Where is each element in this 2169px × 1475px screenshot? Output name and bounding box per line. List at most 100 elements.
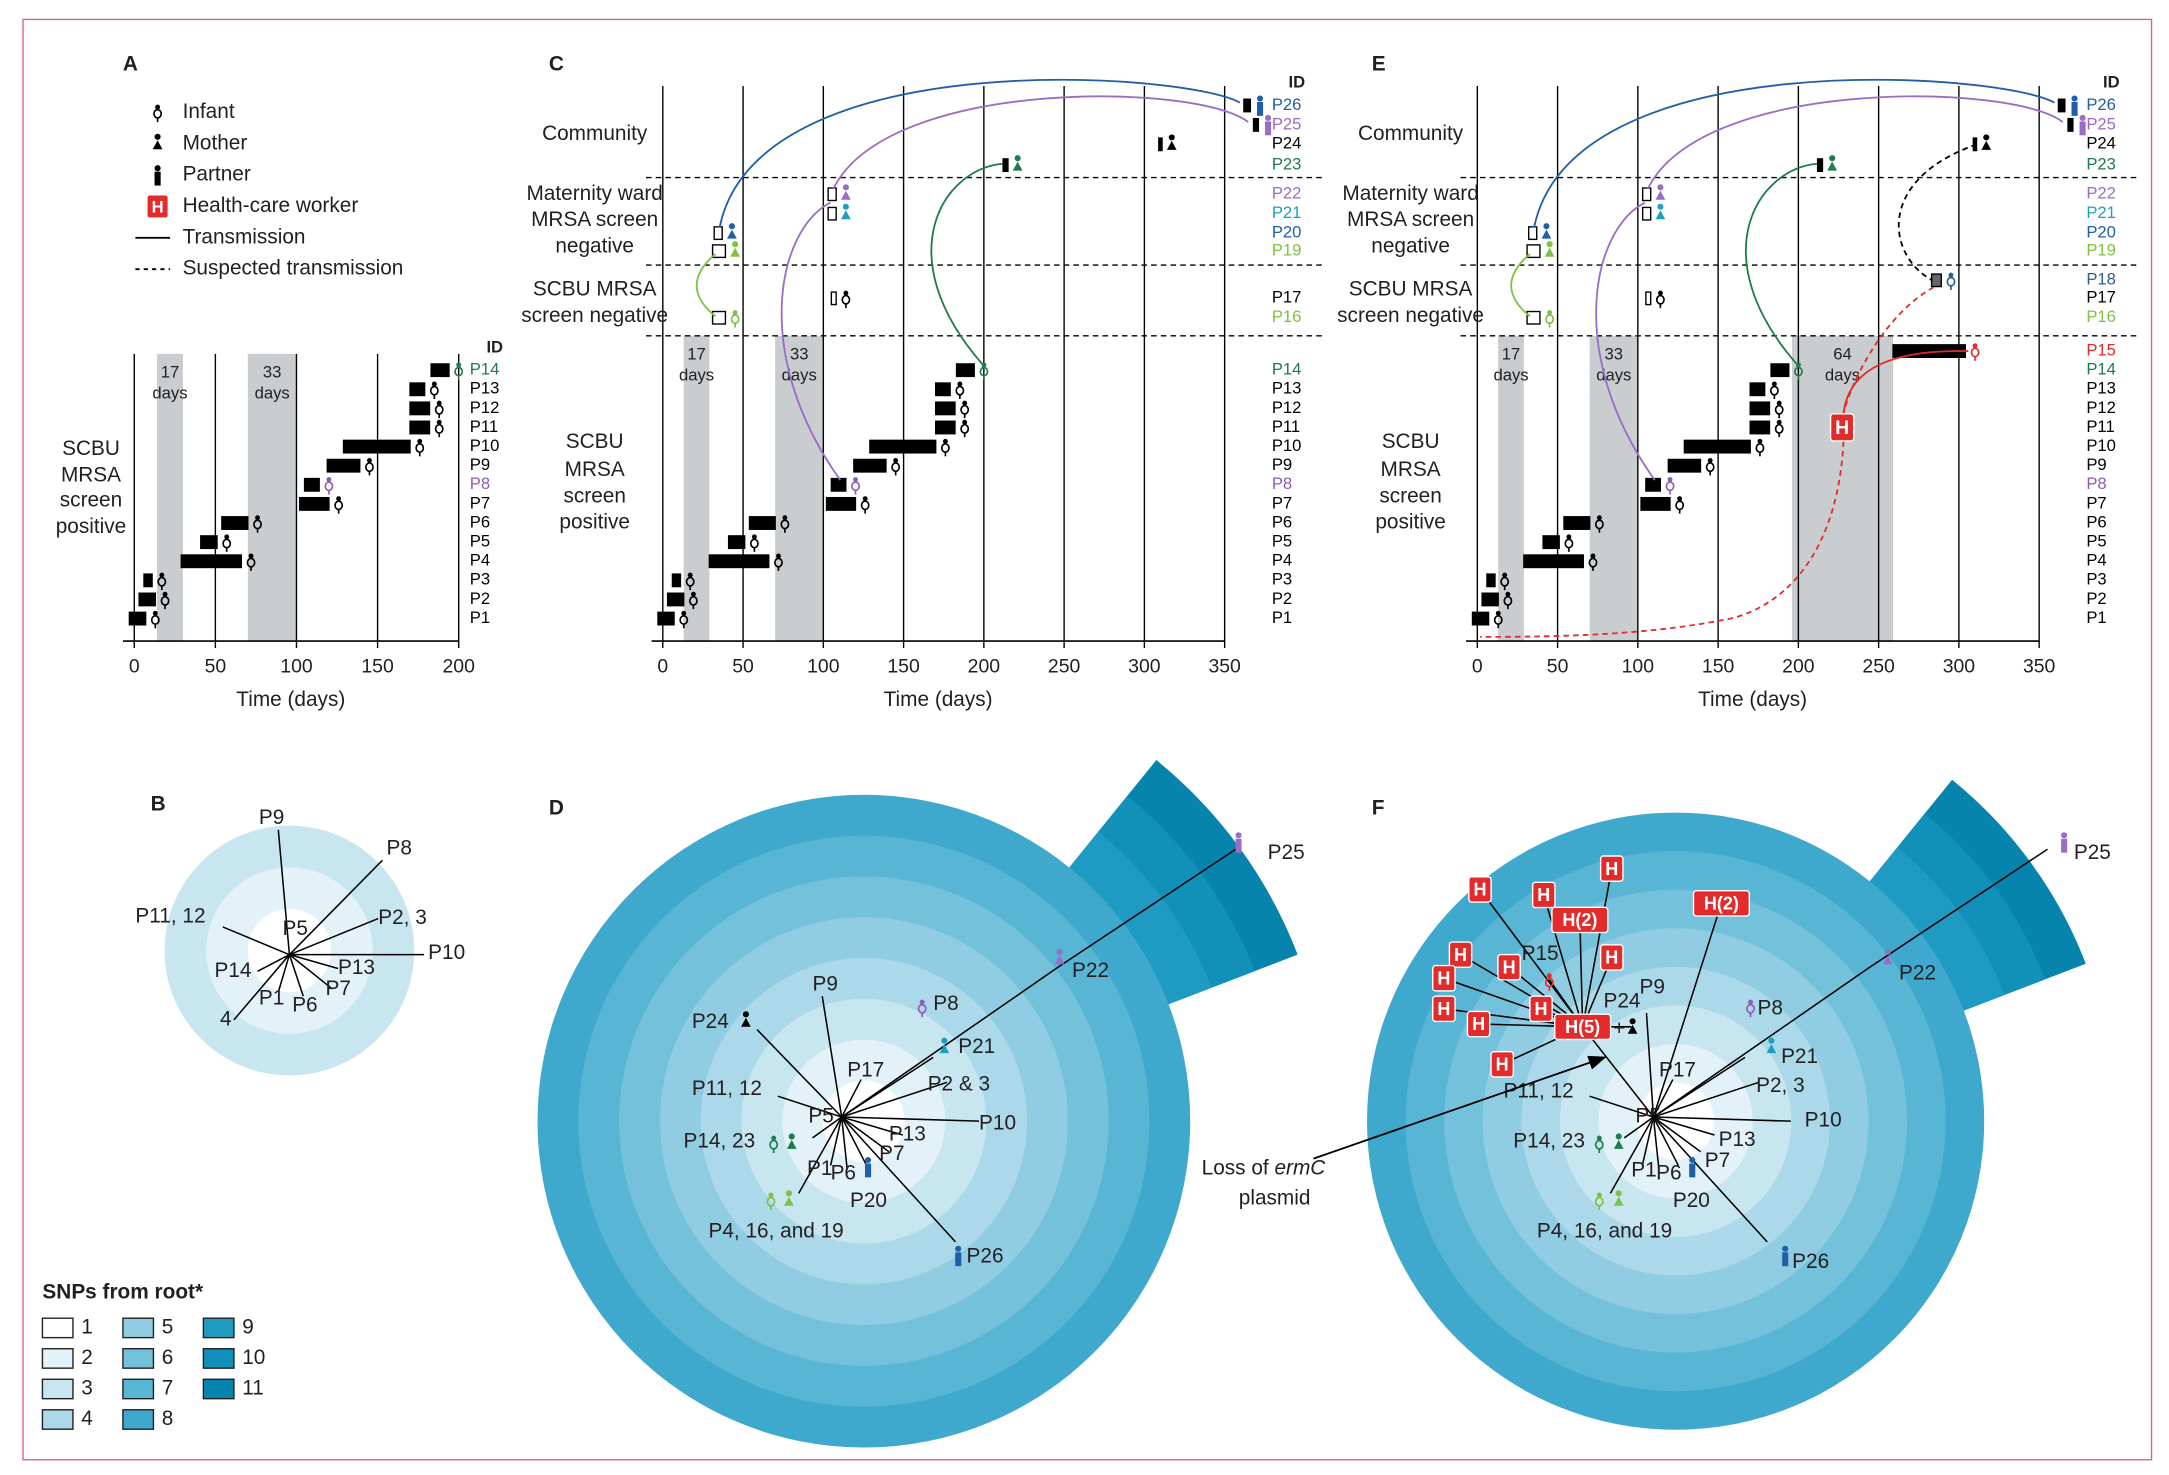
icon-body — [153, 108, 163, 119]
person-icon — [786, 1133, 797, 1149]
id-label: P20 — [1272, 223, 1302, 242]
tree-branch — [1653, 1116, 1715, 1136]
icon-body — [1613, 1139, 1624, 1149]
section-label: MRSA — [565, 458, 625, 481]
gap-label: days — [152, 383, 187, 402]
x-tick-label: 300 — [1128, 656, 1161, 678]
gap-label: 17 — [687, 345, 706, 364]
stay-bar — [1523, 554, 1584, 569]
person-icon — [1256, 95, 1264, 116]
section-label: Community — [1358, 122, 1464, 145]
person-icon — [1588, 553, 1598, 571]
person-icon — [415, 438, 425, 457]
legend-swatch — [122, 1348, 155, 1369]
icon-body — [841, 210, 851, 220]
tree-branch — [1869, 848, 2048, 968]
person-icon — [1946, 272, 1956, 291]
tree-branch — [1652, 903, 1723, 1118]
person-icon — [940, 438, 950, 457]
id-label: P4 — [1272, 551, 1292, 570]
icon-head — [1505, 591, 1511, 597]
person-icon — [685, 572, 695, 591]
hcw-label: H — [1473, 880, 1486, 900]
legend-level: 10 — [242, 1346, 265, 1369]
tree-label: P10 — [1805, 1109, 1842, 1132]
tree-label: P1 — [807, 1157, 832, 1180]
gap-label: days — [1596, 365, 1631, 384]
tree-label: P5 — [1635, 1105, 1660, 1128]
id-label: P15 — [2086, 340, 2116, 359]
icon-head — [1265, 114, 1272, 121]
stay-bar — [1641, 187, 1652, 202]
tree-branch — [1653, 1081, 1760, 1118]
section-label: positive — [1375, 511, 1446, 534]
tree-branch — [1479, 888, 1584, 1028]
icon-body — [864, 1163, 872, 1178]
tree-label: P1 — [259, 987, 284, 1010]
section-label: MRSA screen — [531, 208, 658, 231]
stay-bar — [138, 592, 157, 607]
x-tick-label: 150 — [887, 656, 920, 678]
id-label: P9 — [470, 455, 490, 474]
icon-body — [841, 294, 851, 305]
person-icon — [864, 1156, 872, 1178]
icon-head — [687, 572, 693, 578]
icon-body — [1827, 161, 1838, 171]
person-icon — [1627, 1018, 1638, 1034]
stay-bar — [409, 382, 426, 397]
section-label: SCBU — [1382, 430, 1440, 453]
icon-head — [1235, 832, 1242, 839]
id-label: P12 — [470, 398, 500, 417]
icon-body — [1545, 314, 1555, 325]
section-label: screen negative — [1337, 304, 1484, 327]
legend-swatch — [41, 1348, 74, 1369]
gap-shade — [683, 335, 710, 642]
tree-label: P17 — [1659, 1059, 1696, 1082]
stay-bar — [1667, 458, 1702, 473]
icon-head — [1677, 496, 1683, 502]
icon-head — [941, 1037, 948, 1044]
icon-head — [788, 1133, 795, 1140]
id-label: P19 — [2086, 241, 2116, 260]
icon-head — [2079, 114, 2086, 121]
frame — [22, 18, 2153, 1461]
hcw-box — [1490, 1050, 1514, 1078]
icon-body — [786, 1139, 797, 1149]
stay-bar — [935, 401, 956, 416]
x-tick-label: 350 — [1208, 656, 1241, 678]
id-label: P5 — [2086, 532, 2106, 551]
tree-label: P20 — [1673, 1189, 1710, 1212]
stay-bar — [1930, 273, 1942, 288]
stay-bar — [1527, 226, 1538, 241]
tree-label: P6 — [1656, 1161, 1681, 1184]
person-icon — [152, 133, 163, 150]
person-icon — [891, 457, 901, 476]
icon-body — [940, 442, 950, 453]
icon-body — [955, 1252, 962, 1267]
person-icon — [939, 1037, 950, 1054]
tree-branch — [222, 926, 290, 956]
person-icon — [1689, 1156, 1696, 1178]
stay-bar — [409, 401, 431, 416]
tree-branch — [288, 954, 305, 997]
transmission-arc — [1510, 253, 1531, 318]
gap-shade — [1498, 335, 1524, 642]
person-icon — [749, 534, 759, 552]
legend-level: 5 — [162, 1315, 174, 1338]
icon-head — [1884, 948, 1891, 955]
icon-head — [843, 290, 849, 296]
stay-bar — [708, 554, 770, 569]
icon-body — [939, 1044, 950, 1054]
id-label: P2 — [470, 589, 490, 608]
tree-branch — [756, 1029, 843, 1118]
person-icon — [1613, 1133, 1624, 1149]
person-icon — [1012, 155, 1023, 171]
tree-branch — [1641, 1116, 1655, 1166]
hcw-label: H — [1437, 968, 1450, 988]
x-axis-title: Time (days) — [236, 688, 345, 711]
person-icon — [1883, 948, 1893, 965]
tree-label: P6 — [831, 1161, 856, 1184]
section-label: Maternity ward — [526, 182, 662, 205]
tree-label: P7 — [325, 977, 350, 1000]
icon-body — [1705, 462, 1715, 473]
